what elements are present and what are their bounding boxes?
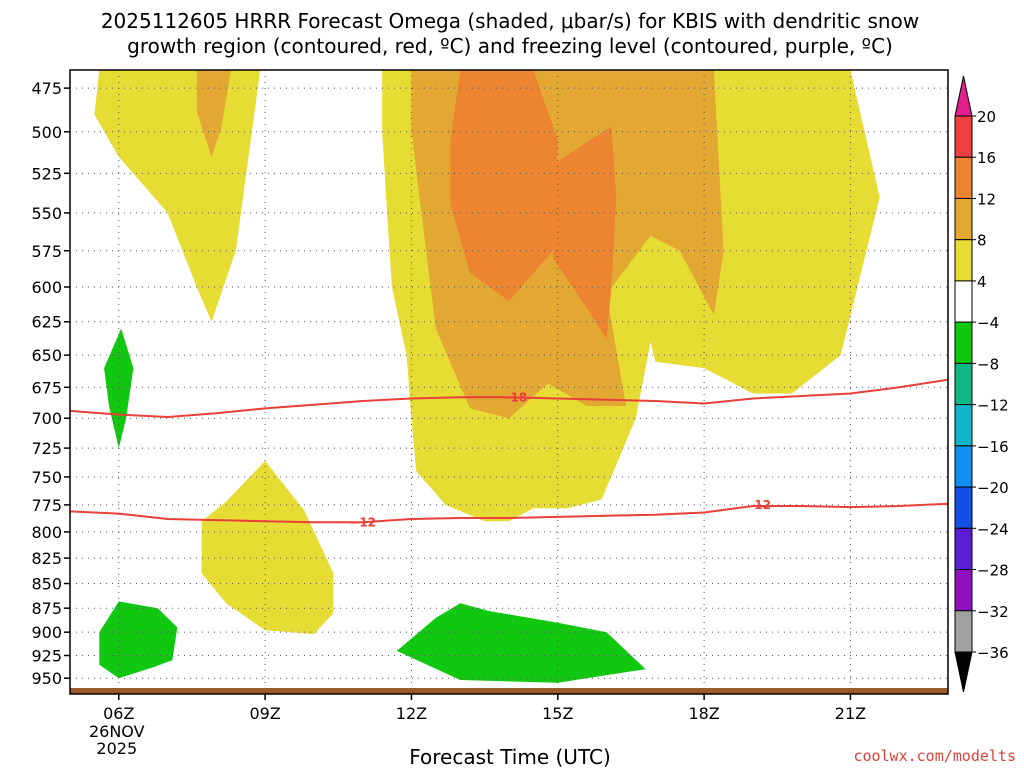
colorbar-bin-10 (954, 527, 973, 571)
shaded-omega-regions (94, 70, 880, 683)
x-tick-label-06Z: 06Z (103, 704, 134, 723)
colorbar-bin-0 (954, 115, 973, 158)
contour-line--18-0 (70, 378, 948, 419)
y-tick-label-950: 950 (31, 669, 62, 688)
y-tick-label-525: 525 (31, 164, 62, 183)
shaded-region-omega-8-12-early-aloft (196, 70, 231, 157)
x-tick-label-15Z: 15Z (542, 704, 573, 723)
colorbar-bin-7 (954, 404, 973, 447)
shaded-region-omega-12-16-main-a (450, 70, 558, 302)
colorbar-label-1: 16 (977, 149, 996, 167)
contour-lines: −18 −12 12 (70, 378, 948, 529)
colorbar-bin-9 (954, 486, 973, 529)
colorbar-label-13: −36 (977, 644, 1009, 662)
shaded-region-omega-neg4-neg8-low-left (99, 601, 178, 679)
y-tick-label-900: 900 (31, 623, 62, 642)
plot-frame (69, 69, 949, 695)
colorbar-label-11: −28 (977, 562, 1009, 580)
contour-label-2: 12 (754, 498, 771, 512)
y-tick-label-575: 575 (31, 242, 62, 261)
y-tick-label-825: 825 (31, 549, 62, 568)
y-tick-label-625: 625 (31, 313, 62, 332)
colorbar-bin-1 (954, 156, 973, 199)
shaded-region-omega-neg4-neg8-low-mid (396, 603, 646, 683)
colorbar-label-6: −8 (977, 355, 999, 373)
y-tick-label-925: 925 (31, 646, 62, 665)
y-axis: 475 500 525 550 575 600 625 650 675 700 725 750 775 8… (31, 79, 70, 688)
contour-line--12-1 (70, 502, 948, 524)
colorbar-label-0: 20 (977, 108, 996, 126)
colorbar-label-4: 4 (977, 273, 987, 291)
contour-label-0: −18 (500, 390, 527, 404)
y-tick-label-850: 850 (31, 575, 62, 594)
y-tick-label-700: 700 (31, 409, 62, 428)
shaded-region-omega-4-8-mid (201, 460, 334, 635)
shaded-region-omega-4-8-early-aloft (94, 70, 261, 322)
gridlines (70, 70, 948, 688)
y-tick-label-600: 600 (31, 278, 62, 297)
chart-title-line1: 2025112605 HRRR Forecast Omega (shaded, … (101, 9, 919, 33)
x-tick-label-09Z: 09Z (249, 704, 280, 723)
colorbar-bin-6 (954, 362, 973, 406)
colorbar-bin-5 (954, 321, 973, 364)
x-axis-label: Forecast Time (UTC) (409, 745, 611, 768)
colorbar-label-5: −4 (977, 314, 999, 332)
contour-label-1: −12 (349, 515, 376, 529)
y-tick-label-475: 475 (31, 79, 62, 98)
x-tick-year-label: 2025 (96, 739, 137, 758)
colorbar-legend: 20 16 12 8 4 −4 −8 −12 −16 −20 −24 −28 −32 −36 (954, 75, 1009, 693)
colorbar-label-2: 12 (977, 190, 996, 208)
y-tick-label-775: 775 (31, 496, 62, 515)
colorbar-label-8: −16 (977, 438, 1009, 456)
y-tick-label-500: 500 (31, 123, 62, 142)
colorbar-label-10: −24 (977, 520, 1009, 538)
colorbar-label-9: −20 (977, 479, 1009, 497)
colorbar-label-7: −12 (977, 397, 1009, 415)
ground-surface-bar (70, 688, 948, 694)
shaded-region-omega-12-16-main-b (552, 126, 617, 340)
x-tick-date-label: 26NOV (89, 722, 145, 741)
credit-link[interactable]: coolwx.com/modelts (853, 747, 1016, 765)
colorbar-label-3: 8 (977, 232, 987, 250)
colorbar-bin-3 (954, 239, 973, 282)
x-tick-label-12Z: 12Z (396, 704, 427, 723)
colorbar-bin-2 (954, 197, 973, 241)
colorbar-bin-8 (954, 445, 973, 488)
y-tick-label-875: 875 (31, 599, 62, 618)
x-tick-label-18Z: 18Z (688, 704, 719, 723)
y-tick-label-675: 675 (31, 378, 62, 397)
y-tick-label-750: 750 (31, 468, 62, 487)
colorbar-bin-11 (954, 569, 973, 612)
y-tick-label-725: 725 (31, 439, 62, 458)
y-tick-label-650: 650 (31, 346, 62, 365)
colorbar-under-triangle (954, 651, 973, 693)
x-tick-label-21Z: 21Z (835, 704, 866, 723)
colorbar-over-triangle (954, 75, 973, 117)
chart-title-line2: growth region (contoured, red, ºC) and f… (127, 34, 893, 58)
y-tick-label-800: 800 (31, 523, 62, 542)
colorbar-bin-4 (954, 280, 973, 323)
y-tick-label-550: 550 (31, 204, 62, 223)
colorbar-bin-12 (954, 610, 973, 653)
colorbar-label-12: −32 (977, 603, 1009, 621)
